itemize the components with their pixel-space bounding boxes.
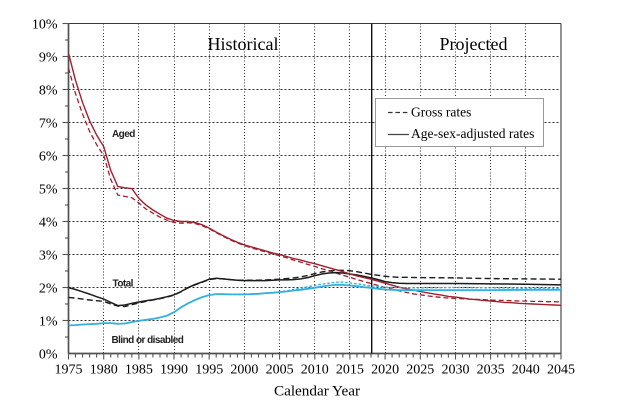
svg-text:Calendar Year: Calendar Year	[274, 383, 360, 400]
svg-text:1990: 1990	[160, 363, 188, 378]
svg-text:2000: 2000	[230, 363, 258, 378]
svg-text:8%: 8%	[39, 83, 58, 98]
svg-text:4%: 4%	[39, 215, 58, 230]
svg-text:2030: 2030	[442, 363, 470, 378]
svg-text:Projected: Projected	[440, 34, 508, 54]
svg-text:2005: 2005	[266, 363, 294, 378]
svg-text:Aged: Aged	[112, 129, 135, 140]
svg-text:Total: Total	[113, 279, 134, 290]
svg-text:2015: 2015	[336, 363, 364, 378]
svg-text:2045: 2045	[547, 363, 575, 378]
svg-text:5%: 5%	[39, 182, 58, 197]
svg-text:2025: 2025	[406, 363, 434, 378]
svg-text:1975: 1975	[55, 363, 83, 378]
svg-text:1985: 1985	[125, 363, 153, 378]
svg-text:2035: 2035	[477, 363, 505, 378]
svg-text:1980: 1980	[90, 363, 118, 378]
svg-text:Blind or disabled: Blind or disabled	[112, 335, 184, 346]
svg-text:6%: 6%	[39, 149, 58, 164]
svg-text:7%: 7%	[39, 116, 58, 131]
svg-text:3%: 3%	[39, 248, 58, 263]
svg-text:Historical: Historical	[208, 34, 279, 54]
svg-text:Gross rates: Gross rates	[411, 105, 471, 120]
svg-text:2040: 2040	[512, 363, 540, 378]
svg-text:2%: 2%	[39, 281, 58, 296]
svg-text:1%: 1%	[39, 314, 58, 329]
svg-text:2020: 2020	[371, 363, 399, 378]
svg-text:Age-sex-adjusted rates: Age-sex-adjusted rates	[411, 126, 534, 141]
svg-text:2010: 2010	[301, 363, 329, 378]
svg-text:9%: 9%	[39, 50, 58, 65]
svg-text:0%: 0%	[39, 347, 58, 362]
svg-text:10%: 10%	[32, 17, 58, 32]
svg-text:1995: 1995	[195, 363, 223, 378]
